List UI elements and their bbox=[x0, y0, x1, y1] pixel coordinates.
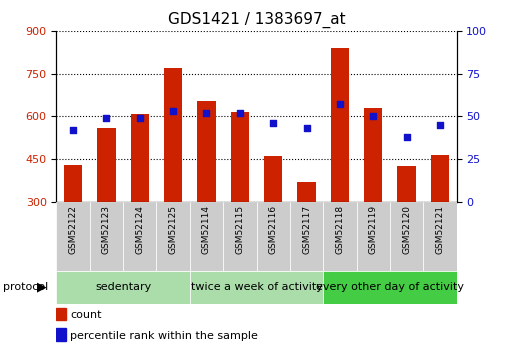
Bar bbox=[231, 112, 249, 202]
FancyBboxPatch shape bbox=[423, 202, 457, 271]
Bar bbox=[56, 308, 66, 320]
Bar bbox=[131, 114, 149, 202]
Bar bbox=[56, 271, 190, 304]
Text: GSM52114: GSM52114 bbox=[202, 205, 211, 254]
Text: count: count bbox=[70, 310, 102, 320]
FancyBboxPatch shape bbox=[56, 202, 90, 271]
Bar bbox=[398, 166, 416, 202]
Text: sedentary: sedentary bbox=[95, 282, 151, 292]
Point bbox=[102, 115, 110, 121]
Bar bbox=[190, 271, 323, 304]
Point bbox=[69, 127, 77, 133]
Text: twice a week of activity: twice a week of activity bbox=[190, 282, 323, 292]
FancyBboxPatch shape bbox=[357, 202, 390, 271]
FancyBboxPatch shape bbox=[390, 202, 423, 271]
Text: GSM52116: GSM52116 bbox=[269, 205, 278, 254]
Point bbox=[302, 126, 310, 131]
Text: GSM52118: GSM52118 bbox=[336, 205, 344, 254]
Point bbox=[436, 122, 444, 128]
FancyBboxPatch shape bbox=[256, 202, 290, 271]
Title: GDS1421 / 1383697_at: GDS1421 / 1383697_at bbox=[168, 12, 345, 28]
Text: GSM52123: GSM52123 bbox=[102, 205, 111, 254]
Text: GSM52125: GSM52125 bbox=[169, 205, 177, 254]
Bar bbox=[331, 48, 349, 202]
Bar bbox=[323, 271, 457, 304]
Bar bbox=[164, 68, 182, 202]
Text: GSM52121: GSM52121 bbox=[436, 205, 444, 254]
Point bbox=[135, 115, 144, 121]
Point bbox=[369, 114, 377, 119]
Bar bbox=[64, 165, 82, 202]
FancyBboxPatch shape bbox=[156, 202, 190, 271]
Bar bbox=[364, 108, 382, 202]
Text: GSM52119: GSM52119 bbox=[369, 205, 378, 254]
Point bbox=[235, 110, 244, 116]
Text: GSM52124: GSM52124 bbox=[135, 205, 144, 254]
Text: protocol: protocol bbox=[3, 282, 48, 292]
Bar bbox=[298, 182, 315, 202]
Bar bbox=[56, 328, 66, 341]
Point bbox=[169, 109, 177, 114]
FancyBboxPatch shape bbox=[290, 202, 323, 271]
FancyBboxPatch shape bbox=[123, 202, 156, 271]
Point bbox=[402, 134, 410, 140]
Text: GSM52122: GSM52122 bbox=[69, 205, 77, 254]
FancyBboxPatch shape bbox=[223, 202, 256, 271]
Text: GSM52117: GSM52117 bbox=[302, 205, 311, 254]
Bar bbox=[97, 128, 115, 202]
Point bbox=[202, 110, 210, 116]
Point bbox=[269, 120, 277, 126]
Bar bbox=[431, 155, 449, 202]
Text: GSM52115: GSM52115 bbox=[235, 205, 244, 254]
Bar bbox=[264, 156, 282, 202]
Point bbox=[336, 102, 344, 107]
Text: percentile rank within the sample: percentile rank within the sample bbox=[70, 331, 259, 341]
FancyBboxPatch shape bbox=[90, 202, 123, 271]
FancyBboxPatch shape bbox=[323, 202, 357, 271]
FancyBboxPatch shape bbox=[190, 202, 223, 271]
Text: GSM52120: GSM52120 bbox=[402, 205, 411, 254]
Bar bbox=[198, 101, 215, 202]
Text: every other day of activity: every other day of activity bbox=[316, 282, 464, 292]
Text: ▶: ▶ bbox=[37, 281, 47, 294]
